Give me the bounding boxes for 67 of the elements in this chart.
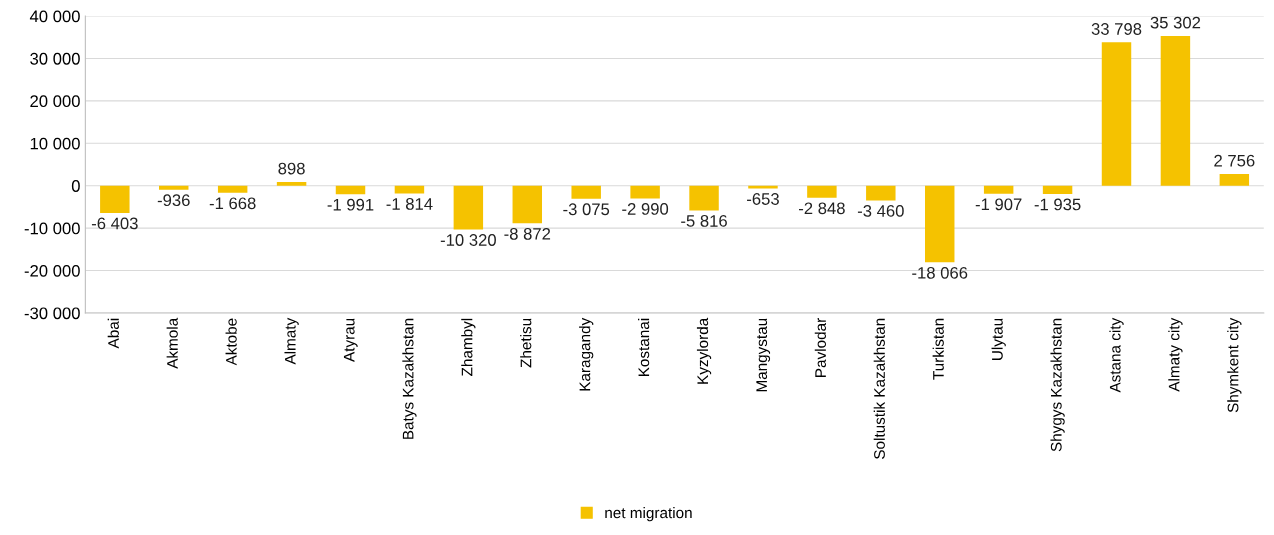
- data-label: 898: [278, 162, 305, 175]
- x-tick-label: Abai: [107, 318, 119, 349]
- y-tick-label: 20 000: [30, 95, 80, 108]
- y-tick-label: -30 000: [24, 307, 80, 320]
- x-tick-label: Pavlodar: [814, 318, 826, 377]
- data-label: -2 848: [799, 202, 845, 215]
- data-label: -2 990: [622, 203, 669, 215]
- bar: [866, 185, 896, 201]
- x-tick-label: Batys Kazakhstan: [402, 318, 417, 439]
- x-tick-label: Aktobe: [225, 318, 237, 366]
- bar: [453, 185, 484, 230]
- data-label: -1 935: [1034, 198, 1081, 211]
- data-label: -5 816: [681, 215, 727, 227]
- data-label: 35 302: [1150, 16, 1201, 29]
- bar: [335, 185, 366, 195]
- y-tick-label: -10 000: [24, 222, 80, 235]
- x-tick-label: Atyrau: [343, 318, 358, 362]
- x-tick-label: Zhetisu: [520, 318, 532, 368]
- x-tick-label: Akmola: [166, 317, 178, 369]
- x-tick-label: Kyzylorda: [696, 317, 712, 384]
- bar: [100, 185, 130, 213]
- y-tick-label: -20 000: [24, 264, 80, 277]
- bar: [1160, 35, 1191, 186]
- x-tick-label: Almaty: [284, 317, 299, 365]
- data-label: -653: [747, 193, 779, 205]
- x-tick-label: Shygys Kazakhstan: [1050, 318, 1065, 452]
- data-label: -8 872: [504, 227, 551, 240]
- x-tick-label: Soltustik Kazakhstan: [873, 318, 885, 459]
- bar: [689, 185, 719, 211]
- bar: [807, 185, 837, 198]
- bar: [925, 185, 955, 263]
- bar: [159, 185, 189, 190]
- y-tick-label: 40 000: [29, 10, 80, 23]
- bar: [571, 185, 601, 199]
- bar: [512, 185, 543, 224]
- data-label: -3 075: [563, 203, 610, 216]
- x-tick-label: Mangystau: [756, 318, 771, 392]
- x-tick-label: Astana city: [1109, 317, 1124, 393]
- data-label: -936: [157, 194, 190, 207]
- bar: [276, 181, 307, 186]
- data-label: 2 756: [1214, 154, 1255, 167]
- x-tick-label: Almaty city: [1168, 317, 1183, 392]
- bar: [1042, 185, 1073, 194]
- data-label: -1 814: [386, 198, 433, 210]
- x-tick-label: Turkistan: [932, 318, 944, 380]
- data-label: -10 320: [440, 234, 496, 246]
- bar: [1101, 42, 1132, 186]
- y-tick-label: 10 000: [30, 137, 80, 150]
- x-tick-label: Shymkent city: [1227, 317, 1242, 413]
- data-label: -3 460: [857, 205, 904, 217]
- bar: [630, 185, 660, 199]
- y-tick-label: 0: [71, 180, 80, 192]
- data-label: -1 668: [209, 197, 256, 210]
- y-tick-label: 30 000: [30, 52, 80, 65]
- x-tick-label: Kostanai: [638, 318, 650, 377]
- x-tick-label: Zhambyl: [461, 318, 476, 376]
- bar: [217, 185, 248, 193]
- bar: [983, 185, 1014, 194]
- legend-label: net migration: [605, 507, 692, 522]
- data-label: -6 403: [91, 217, 138, 230]
- data-label: -1 907: [975, 198, 1022, 211]
- data-label: -18 066: [912, 266, 968, 279]
- data-label: -1 991: [327, 198, 374, 211]
- data-label: 33 798: [1091, 23, 1142, 35]
- x-tick-label: Ulytau: [991, 318, 1006, 360]
- bar: [1219, 174, 1250, 186]
- x-tick-label: Karagandy: [579, 317, 594, 391]
